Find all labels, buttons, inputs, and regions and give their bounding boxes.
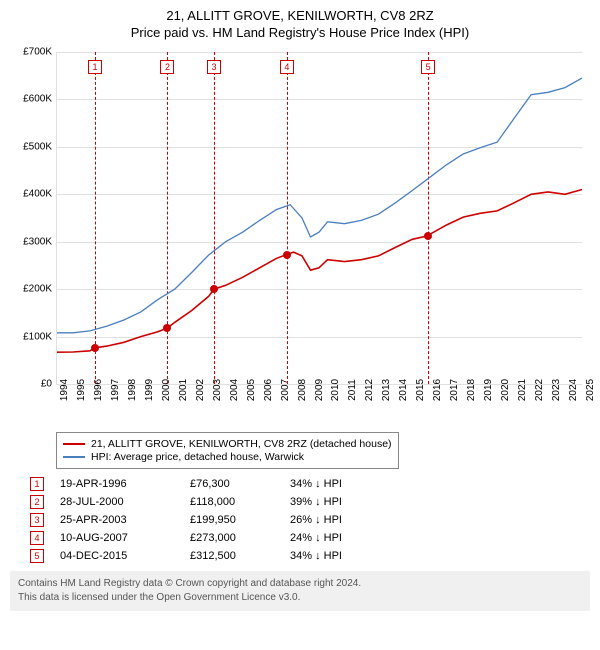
tx-number: 1 (30, 477, 44, 491)
title-address: 21, ALLITT GROVE, KENILWORTH, CV8 2RZ (10, 8, 590, 23)
tx-diff: 34% ↓ HPI (290, 550, 390, 562)
transaction-row: 3 25-APR-2003£199,95026% ↓ HPI (30, 513, 590, 527)
series-line (56, 78, 582, 333)
title-subtitle: Price paid vs. HM Land Registry's House … (10, 25, 590, 40)
tx-price: £76,300 (190, 478, 290, 490)
legend-swatch (63, 456, 85, 458)
tx-price: £199,950 (190, 514, 290, 526)
legend-label: HPI: Average price, detached house, Warw… (91, 451, 304, 463)
series-lines (10, 46, 590, 426)
footer-line2: This data is licensed under the Open Gov… (18, 591, 582, 605)
chart-container: 21, ALLITT GROVE, KENILWORTH, CV8 2RZ Pr… (0, 0, 600, 621)
chart-area: £0£100K£200K£300K£400K£500K£600K£700K199… (10, 46, 590, 426)
tx-date: 28-JUL-2000 (60, 496, 190, 508)
tx-diff: 34% ↓ HPI (290, 478, 390, 490)
legend-row: HPI: Average price, detached house, Warw… (63, 451, 392, 463)
series-line (56, 190, 582, 353)
tx-diff: 26% ↓ HPI (290, 514, 390, 526)
transaction-row: 2 28-JUL-2000£118,00039% ↓ HPI (30, 495, 590, 509)
y-axis (56, 52, 57, 384)
tx-diff: 24% ↓ HPI (290, 532, 390, 544)
tx-date: 25-APR-2003 (60, 514, 190, 526)
legend-row: 21, ALLITT GROVE, KENILWORTH, CV8 2RZ (d… (63, 438, 392, 450)
transaction-row: 4 10-AUG-2007£273,00024% ↓ HPI (30, 531, 590, 545)
tx-price: £118,000 (190, 496, 290, 508)
footer-line1: Contains HM Land Registry data © Crown c… (18, 577, 582, 591)
title-block: 21, ALLITT GROVE, KENILWORTH, CV8 2RZ Pr… (10, 8, 590, 40)
tx-date: 10-AUG-2007 (60, 532, 190, 544)
footer-attribution: Contains HM Land Registry data © Crown c… (10, 571, 590, 611)
legend-label: 21, ALLITT GROVE, KENILWORTH, CV8 2RZ (d… (91, 438, 392, 450)
tx-number: 3 (30, 513, 44, 527)
tx-date: 04-DEC-2015 (60, 550, 190, 562)
tx-date: 19-APR-1996 (60, 478, 190, 490)
legend-swatch (63, 443, 85, 445)
tx-price: £312,500 (190, 550, 290, 562)
tx-diff: 39% ↓ HPI (290, 496, 390, 508)
legend: 21, ALLITT GROVE, KENILWORTH, CV8 2RZ (d… (56, 432, 399, 469)
transaction-table: 119-APR-1996£76,30034% ↓ HPI228-JUL-2000… (30, 477, 590, 563)
transaction-row: 1 19-APR-1996£76,30034% ↓ HPI (30, 477, 590, 491)
transaction-row: 5 04-DEC-2015£312,50034% ↓ HPI (30, 549, 590, 563)
tx-price: £273,000 (190, 532, 290, 544)
tx-number: 4 (30, 531, 44, 545)
tx-number: 2 (30, 495, 44, 509)
tx-number: 5 (30, 549, 44, 563)
